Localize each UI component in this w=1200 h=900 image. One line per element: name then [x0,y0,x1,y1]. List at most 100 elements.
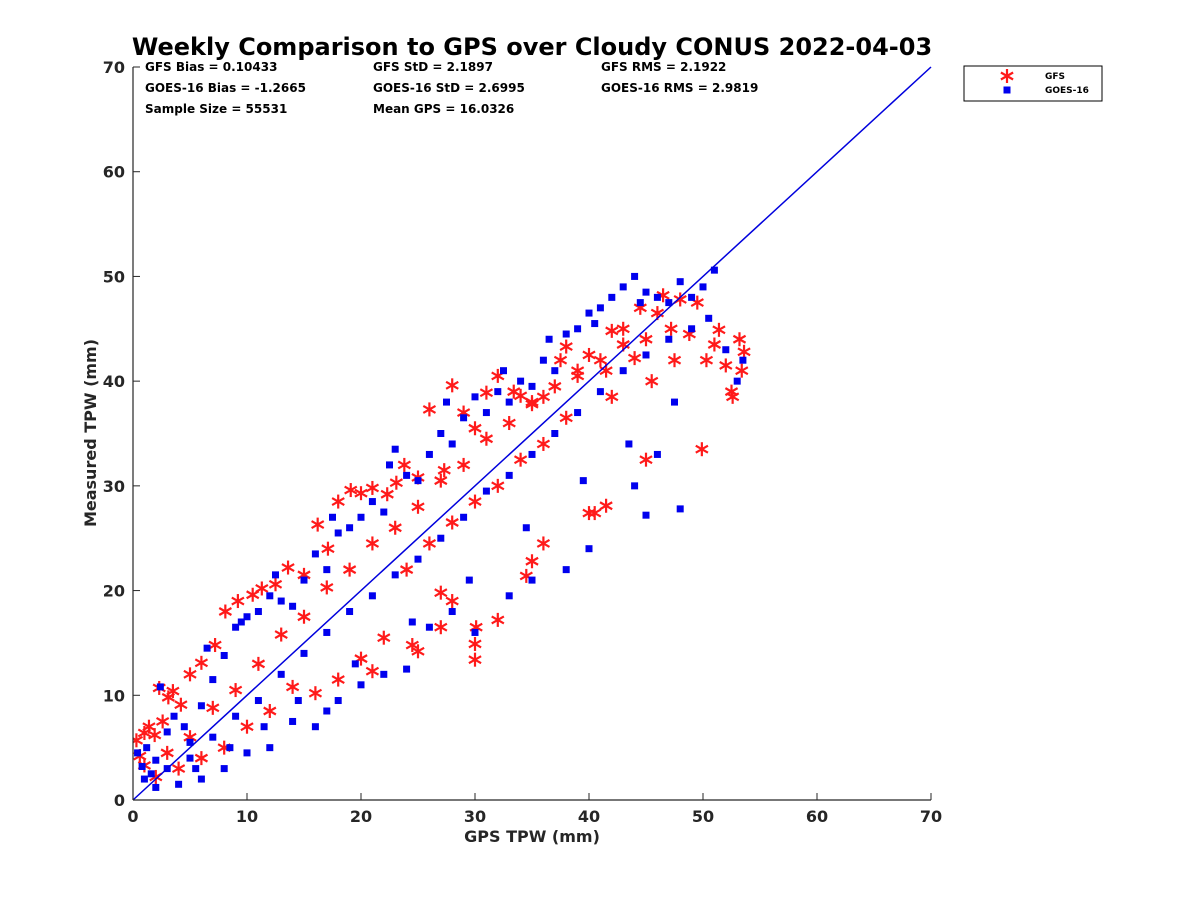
data-point [208,638,222,653]
data-point [559,410,573,425]
legend-label: GOES-16 [1045,86,1089,96]
legend-marker-goes-16 [1003,86,1011,94]
data-point [585,545,593,553]
data-point [528,450,536,458]
data-point [334,697,342,705]
data-point [732,332,747,347]
data-point [591,320,599,328]
data-point [294,697,302,705]
data-point [163,728,171,736]
data-point [422,402,437,417]
data-point [228,683,243,698]
data-point [522,524,530,532]
data-point [140,775,148,783]
data-point [605,323,619,338]
data-point [311,723,319,731]
data-point [460,513,468,521]
data-point [631,272,639,280]
data-point [148,728,162,743]
data-point [548,379,562,394]
data-point [197,775,205,783]
data-point [143,744,151,752]
data-point [456,457,471,472]
data-point [562,330,570,338]
tick-labels: 0 10 20 30 40 50 60 70 0 10 20 30 40 50 60 70 [103,58,942,826]
data-point [445,378,459,393]
data-point [281,560,295,575]
data-point [192,765,200,773]
data-point [368,592,376,600]
data-point [528,576,536,584]
data-point [251,656,266,671]
data-point [468,652,482,667]
x-tick-label: 60 [806,807,828,826]
data-point [434,585,448,600]
data-point [321,541,335,556]
data-point [593,353,608,368]
y-tick-label: 0 [114,791,125,810]
data-point [388,520,402,535]
statistic-label: Mean GPS = 16.0326 [373,102,514,116]
data-point [365,664,380,679]
data-point [722,346,730,354]
data-point [297,609,311,624]
data-point [448,608,456,616]
data-point [425,450,433,458]
data-point [627,351,642,366]
data-point [231,594,245,609]
data-point [465,576,473,584]
data-point [468,421,482,436]
data-point [156,714,170,729]
data-point [403,665,411,673]
data-point [311,550,319,558]
data-point [667,353,682,368]
data-point [220,765,228,773]
data-point [194,655,209,670]
data-point [254,697,262,705]
data-point [138,762,146,770]
data-point [559,339,573,354]
data-point [342,562,357,577]
data-point [274,627,288,642]
data-point [448,440,456,448]
x-tick-label: 30 [464,807,486,826]
data-point [653,450,661,458]
data-point [434,473,448,488]
data-point [323,707,331,715]
data-point [277,597,285,605]
data-point [639,452,653,467]
data-point [377,630,391,645]
data-point [171,761,186,776]
chart-title: Weekly Comparison to GPS over Cloudy CON… [132,33,932,61]
data-point [636,299,644,307]
data-point [300,576,308,584]
data-point [460,414,468,422]
series-goes-16 [134,266,747,791]
data-point [705,314,713,322]
data-point [203,644,211,652]
data-point [152,783,160,791]
data-point [308,686,323,701]
data-point [596,388,604,396]
data-point [574,325,582,333]
legend-marker-gfs [1000,69,1014,83]
statistic-label: Sample Size = 55531 [145,102,287,116]
data-points [133,266,751,791]
data-point [365,480,380,495]
data-point [408,618,416,626]
data-point [226,744,234,752]
y-tick-label: 50 [103,267,125,286]
data-point [414,555,422,563]
y-axis-label: Measured TPW (mm) [81,339,100,527]
data-point [323,628,331,636]
data-point [323,566,331,574]
data-point [134,749,142,757]
data-point [505,592,513,600]
reference-line [132,66,932,801]
data-point [699,283,707,291]
data-point [334,529,342,537]
data-point [254,608,262,616]
data-point [619,367,627,375]
data-point [180,723,188,731]
data-point [479,431,494,446]
